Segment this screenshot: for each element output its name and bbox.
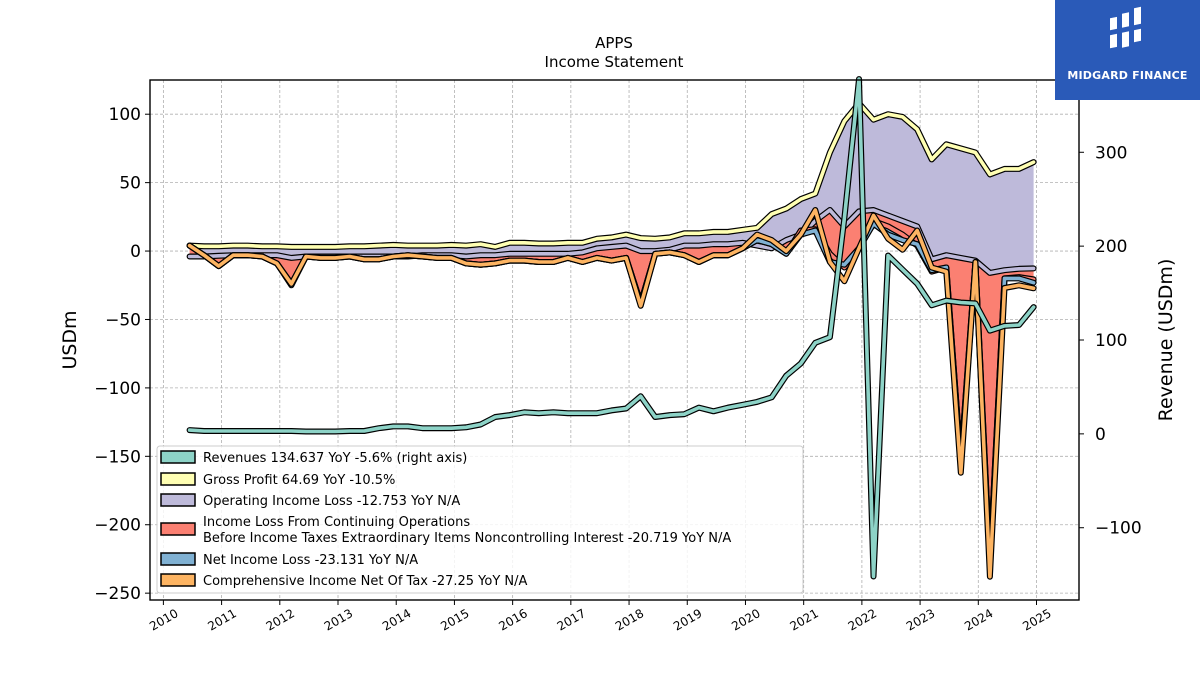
legend-swatch [160, 472, 196, 486]
series-line-comprehensive-income [187, 208, 1036, 579]
y-tick-label: 0 [130, 242, 141, 262]
x-tick-label: 2016 [496, 606, 529, 633]
x-tick-label: 2024 [962, 606, 995, 633]
legend-entry: Operating Income Loss -12.753 YoY N/A [203, 494, 460, 509]
x-tick-label: 2023 [904, 606, 937, 633]
chart-subtitle: Income Statement [545, 53, 684, 71]
y2-tick-label: 200 [1095, 237, 1127, 257]
y-tick-label: −100 [94, 379, 141, 399]
legend-entry: Income Loss From Continuing Operations [203, 515, 470, 530]
x-tick-label: 2010 [147, 606, 180, 633]
x-tick-label: 2025 [1020, 606, 1053, 633]
x-tick-label: 2018 [613, 606, 646, 633]
legend-swatch [160, 552, 196, 566]
legend-entry: Comprehensive Income Net Of Tax -27.25 Y… [203, 574, 528, 589]
midgard-finance-logo: MIDGARD FINANCE [1055, 0, 1200, 100]
x-tick-label: 2011 [205, 606, 238, 633]
y2-tick-label: 0 [1095, 425, 1106, 445]
legend-swatch [160, 573, 196, 587]
x-tick-label: 2019 [671, 606, 704, 633]
legend-entry: Net Income Loss -23.131 YoY N/A [203, 553, 418, 568]
y-tick-label: −250 [94, 584, 141, 604]
chart-title: APPS [595, 34, 633, 52]
x-tick-label: 2022 [846, 606, 879, 633]
y2-tick-label: 300 [1095, 143, 1127, 163]
legend-entry: Revenues 134.637 YoY -5.6% (right axis) [203, 451, 467, 466]
y-tick-label: 100 [109, 105, 141, 125]
legend-entry: Gross Profit 64.69 YoY -10.5% [203, 473, 395, 488]
x-tick-label: 2014 [380, 606, 413, 633]
y-tick-label: −200 [94, 516, 141, 536]
series-layer [186, 76, 1037, 580]
logo-text: MIDGARD FINANCE [1067, 69, 1188, 82]
y2-axis-label: Revenue (USDm) [1155, 259, 1177, 422]
legend-entry: Before Income Taxes Extraordinary Items … [203, 531, 731, 546]
x-axis: 2010 2011 2012 2013 2014 2015 2016 2017 2018 2019… [147, 600, 1054, 634]
right-axis: 300 200 100 0 −100 [1079, 143, 1142, 539]
x-tick-label: 2020 [729, 606, 762, 633]
y2-tick-label: −100 [1095, 519, 1142, 539]
series-line-gross-profit [187, 101, 1036, 249]
x-tick-label: 2021 [787, 606, 820, 633]
legend-swatch [160, 493, 196, 507]
x-tick-label: 2015 [438, 606, 471, 633]
logo-mark-icon [1110, 6, 1141, 49]
x-tick-label: 2013 [322, 606, 355, 633]
left-axis: 100 50 0 −50 −100 −150 −200 −250 [94, 105, 150, 604]
legend-box [156, 445, 804, 594]
y2-tick-label: 100 [1095, 331, 1127, 351]
y-axis-label: USDm [59, 310, 81, 369]
x-tick-label: 2012 [264, 606, 297, 633]
legend-swatch [160, 450, 196, 464]
y-tick-label: 50 [119, 174, 141, 194]
x-tick-label: 2017 [555, 606, 588, 633]
legend-swatch [160, 522, 196, 536]
y-tick-label: −50 [105, 310, 141, 330]
y-tick-label: −150 [94, 447, 141, 467]
series-line-revenue [187, 77, 1036, 579]
legend: Revenues 134.637 YoY -5.6% (right axis) G… [156, 445, 804, 594]
